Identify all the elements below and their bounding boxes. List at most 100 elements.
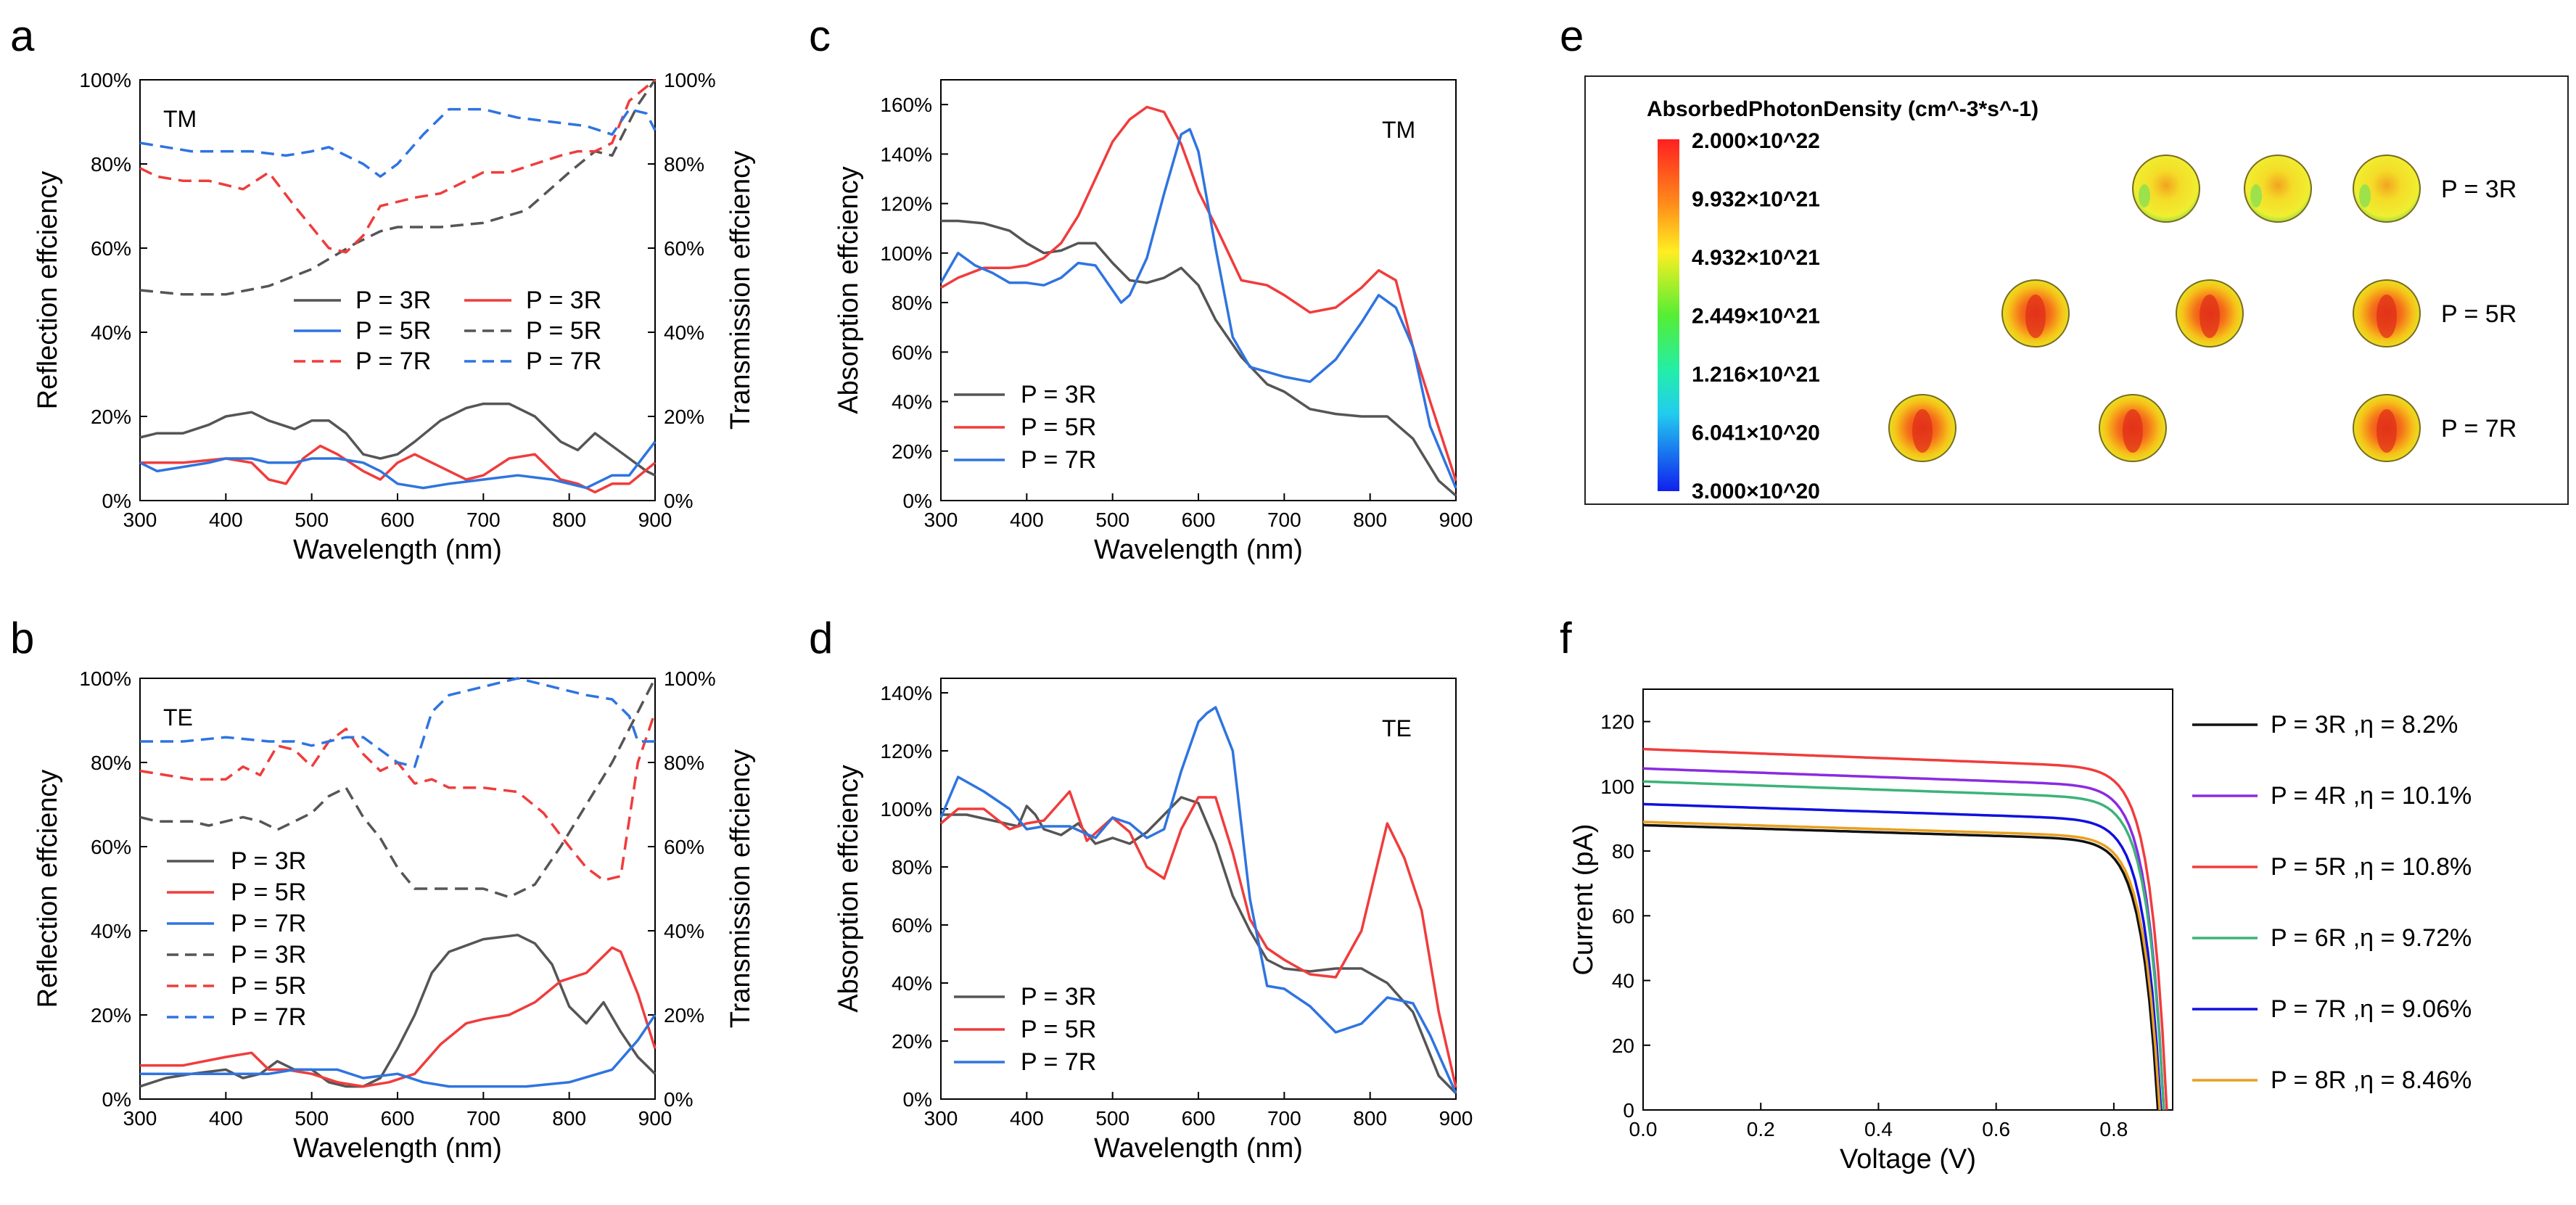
legend-label: P = 3R ,η = 8.2% [2271, 711, 2458, 739]
x-tick-label: 900 [638, 509, 672, 531]
polarization-label: TM [1382, 117, 1415, 143]
y-tick-label: 40 [1612, 970, 1634, 992]
legend-label: P = 5R [526, 317, 601, 345]
y-tick-label: 140% [880, 682, 932, 704]
plot-frame [940, 678, 1457, 1100]
colorbar-label: 2.000×10^22 [1692, 129, 1820, 153]
legend-label: P = 7R ,η = 9.06% [2271, 995, 2472, 1023]
panel-label-b: b [10, 614, 34, 662]
x-axis-title: Wavelength (nm) [293, 535, 502, 565]
transmission-line [139, 78, 657, 254]
transmission-line [140, 677, 655, 768]
absorption-map-panel: AbsorbedPhotonDensity (cm^-3*s^-1) 2.000… [1584, 75, 2569, 505]
y-tick-label: 100% [880, 242, 932, 265]
y-tick-label: 80% [892, 856, 932, 879]
legend-label: P = 3R [1021, 983, 1096, 1011]
legend-label: P = 5R [1021, 414, 1096, 441]
x-tick-label: 800 [1353, 1107, 1387, 1130]
panel-label-c: c [809, 12, 831, 60]
x-tick-label: 300 [924, 1107, 958, 1130]
data-line [139, 402, 656, 477]
iv-curve [1642, 780, 2165, 1111]
x-tick-label: 0.8 [2099, 1118, 2128, 1140]
y-tick-label: 60 [1612, 905, 1634, 927]
x-tick-label: 800 [1353, 509, 1387, 531]
y-tick-label: 80 [1612, 840, 1634, 863]
x-tick-label: 600 [381, 509, 415, 531]
polarization-label: TM [163, 106, 197, 132]
x-tick-label: 0.0 [1629, 1118, 1658, 1140]
colorbar-label: 9.932×10^21 [1692, 188, 1820, 212]
y2-tick-label: 80% [664, 153, 704, 176]
y2-tick-label: 40% [664, 920, 704, 942]
spot-edge-green [2139, 184, 2150, 207]
x-tick-label: 300 [123, 509, 157, 531]
colorbar-label: 1.216×10^21 [1692, 363, 1820, 387]
x-tick-label: 0.6 [1982, 1118, 2010, 1140]
y-tick-label: 80% [892, 292, 932, 314]
data-line [939, 128, 1457, 489]
colorbar-labels: 2.000×10^22 9.932×10^21 4.932×10^21 2.449×1… [1692, 129, 1820, 503]
absorption-row-label: P = 3R [2441, 176, 2517, 203]
y-axis-title: Absorption effciency [834, 765, 864, 1013]
chart-f: 0.0 0.2 0.4 0.6 0.8 0 20 40 60 80 100 120 Voltage (V… [1568, 688, 2472, 1175]
y-axis-right-title: Transmission effciency [725, 151, 756, 429]
spot-hotspot [2200, 295, 2220, 338]
y-tick-label: 100% [880, 798, 932, 821]
legend-label: P = 3R [231, 941, 306, 968]
legend-label: P = 7R [1021, 1048, 1096, 1076]
legend-label: P = 4R ,η = 10.1% [2271, 782, 2472, 810]
transmission-line [139, 678, 657, 899]
plot-frame [139, 678, 656, 1100]
legend-label: P = 6R ,η = 9.72% [2271, 924, 2472, 952]
data-line [939, 706, 1457, 1094]
x-tick-label: 0.4 [1864, 1118, 1893, 1140]
x-tick-label: 700 [466, 509, 501, 531]
x-axis-title: Wavelength (nm) [293, 1133, 502, 1164]
polarization-label: TE [1382, 715, 1412, 741]
data-line [939, 790, 1457, 1088]
x-axis-title: Voltage (V) [1840, 1144, 1976, 1175]
absorption-spot [2353, 155, 2421, 223]
y2-tick-label: 80% [664, 752, 704, 774]
legend-label: P = 3R [526, 287, 601, 314]
y2-tick-label: 60% [664, 836, 704, 858]
transmission-line [139, 711, 657, 882]
iv-curve [1642, 823, 2160, 1111]
spot-hotspot [1912, 409, 1933, 453]
y-tick-label: 20% [892, 1030, 932, 1053]
y-tick-label: 100% [79, 667, 131, 690]
colorbar-label: 6.041×10^20 [1692, 421, 1820, 445]
y-tick-label: 100% [79, 69, 131, 91]
x-tick-label: 800 [552, 509, 586, 531]
data-line [941, 796, 1457, 1095]
panel-label-e: e [1560, 12, 1584, 60]
x-tick-label: 800 [552, 1107, 586, 1130]
colorbar-label: 4.932×10^21 [1692, 246, 1820, 270]
y-axis-title: Reflection effciency [33, 770, 63, 1008]
x-tick-label: 0.2 [1747, 1118, 1775, 1140]
absorption-row-label: P = 7R [2441, 415, 2517, 443]
iv-curve [1642, 767, 2165, 1111]
y2-tick-label: 0% [664, 1088, 693, 1111]
legend-label: P = 7R [355, 347, 431, 375]
y-tick-label: 100 [1600, 776, 1634, 798]
y-tick-label: 60% [892, 341, 932, 363]
legend-label: P = 7R [231, 1003, 306, 1031]
colorbar [1658, 139, 1679, 491]
y-tick-label: 60% [91, 836, 131, 858]
legend-label: P = 3R [231, 847, 306, 875]
y-tick-label: 160% [880, 94, 932, 116]
x-tick-label: 600 [1182, 509, 1216, 531]
x-tick-label: 700 [1267, 1107, 1301, 1130]
y2-tick-label: 0% [664, 490, 693, 512]
panel-label-f: f [1560, 614, 1572, 662]
polarization-label: TE [163, 704, 193, 731]
y-tick-label: 0% [903, 490, 932, 512]
x-tick-label: 500 [1095, 1107, 1129, 1130]
y-axis-title: Absorption effciency [834, 166, 864, 414]
absorption-spot [2132, 155, 2200, 223]
